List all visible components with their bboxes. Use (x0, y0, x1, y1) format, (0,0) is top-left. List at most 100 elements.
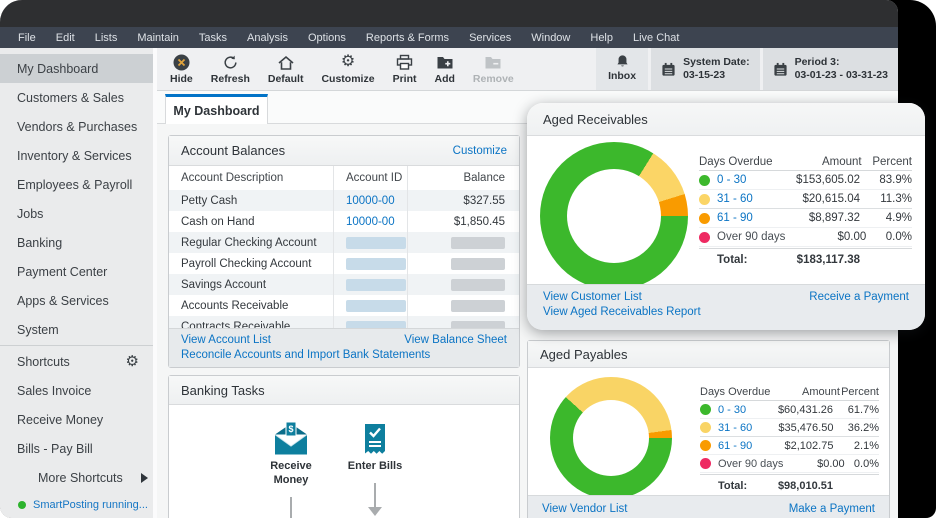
menu-file[interactable]: File (18, 31, 36, 44)
table-row: Accounts Receivable (169, 295, 519, 316)
enter-bills-task[interactable]: Enter Bills (335, 421, 415, 516)
legend-dot (699, 174, 710, 186)
view-balance-sheet-link[interactable]: View Balance Sheet (404, 334, 507, 346)
calendar-icon (773, 62, 788, 77)
table-row: Contracts Receivable (169, 316, 519, 330)
col-account-id: Account ID (333, 166, 407, 190)
more-shortcuts-label: More Shortcuts (38, 470, 123, 485)
period-value: 03-01-23 - 03-31-23 (794, 69, 888, 81)
receive-money-icon: $ (272, 421, 310, 456)
remove-button[interactable]: Remove (464, 48, 523, 90)
legend-dot (699, 231, 710, 243)
legend-dot (700, 404, 711, 415)
menu-options[interactable]: Options (308, 31, 346, 44)
menu-maintain[interactable]: Maintain (137, 31, 179, 44)
more-shortcuts-button[interactable]: More Shortcuts (0, 463, 153, 492)
menu-reports-forms[interactable]: Reports & Forms (365, 31, 450, 44)
receive-a-payment-link[interactable]: Receive a Payment (809, 291, 909, 303)
menu-edit[interactable]: Edit (55, 31, 75, 44)
account-balances-panel: Account Balances Customize Account Descr… (168, 135, 520, 368)
sidebar-item-system[interactable]: System (17, 322, 59, 337)
sidebar-item-apps-services[interactable]: Apps & Services (17, 293, 109, 308)
menu-help[interactable]: Help (590, 31, 613, 44)
aging-bucket-link[interactable]: 0 - 30 (718, 403, 747, 416)
period-button[interactable]: Period 3: 03-01-23 - 03-31-23 (762, 48, 898, 90)
menu-tasks[interactable]: Tasks (198, 31, 228, 44)
panel-title: Aged Receivables (543, 111, 648, 127)
make-a-payment-link[interactable]: Make a Payment (788, 502, 875, 515)
account-id-link[interactable]: 10000-00 (346, 215, 395, 228)
panel-title: Banking Tasks (181, 382, 265, 398)
sidebar-divider (0, 345, 153, 346)
aged-receivables-donut-chart (540, 142, 688, 290)
sidebar-item-banking[interactable]: Banking (17, 235, 63, 250)
aging-bucket-link[interactable]: 0 - 30 (717, 174, 747, 186)
folder-remove-icon (484, 54, 502, 71)
view-vendor-list-link[interactable]: View Vendor List (542, 502, 628, 515)
legend-row: Over 90 days $0.00 0.0% (700, 455, 879, 473)
aging-bucket-link[interactable]: 61 - 90 (717, 212, 753, 224)
table-row: Savings Account (169, 274, 519, 295)
refresh-button[interactable]: Refresh (202, 48, 259, 90)
system-date-value: 03-15-23 (683, 69, 726, 81)
legend-row: 61 - 90 $2,102.75 2.1% (700, 437, 879, 455)
folder-add-icon (436, 54, 454, 71)
sidebar-item-vendors-purchases[interactable]: Vendors & Purchases (17, 119, 138, 134)
toolbar-right: Inbox System Date: 03-15-23 (593, 48, 898, 90)
sidebar-shortcut-bills-pay-bill[interactable]: Bills - Pay Bill (17, 441, 93, 456)
customize-button[interactable]: ⚙ Customize (321, 53, 375, 85)
menu-live-chat[interactable]: Live Chat (633, 31, 680, 44)
legend-row: 31 - 60 $35,476.50 36.2% (700, 419, 879, 437)
tab-my-dashboard[interactable]: My Dashboard (165, 94, 268, 124)
menu-services[interactable]: Services (469, 31, 512, 44)
sidebar-item-my-dashboard[interactable]: My Dashboard (0, 54, 153, 83)
aging-bucket-link[interactable]: 31 - 60 (718, 421, 753, 434)
task-label: Enter Bills (347, 460, 403, 472)
account-id-link[interactable]: 10000-00 (346, 194, 395, 207)
sidebar-item-payment-center[interactable]: Payment Center (17, 264, 108, 279)
hide-icon (173, 54, 190, 71)
menu-analysis[interactable]: Analysis (247, 31, 288, 44)
print-button[interactable]: Print (384, 48, 426, 90)
view-account-list-link[interactable]: View Account List (181, 334, 271, 346)
sidebar-item-employees-payroll[interactable]: Employees & Payroll (17, 177, 133, 192)
add-button[interactable]: Add (425, 48, 463, 90)
aging-bucket-link[interactable]: 61 - 90 (718, 439, 753, 452)
sidebar-item-inventory-services[interactable]: Inventory & Services (17, 148, 132, 163)
reconcile-accounts-link[interactable]: Reconcile Accounts and Import Bank State… (181, 349, 431, 361)
task-label: Receive Money (270, 460, 312, 486)
table-row: Regular Checking Account (169, 232, 519, 253)
view-customer-list-link[interactable]: View Customer List (543, 291, 642, 303)
shortcuts-label: Shortcuts (17, 354, 70, 369)
menu-lists[interactable]: Lists (94, 31, 118, 44)
default-button[interactable]: Default (259, 48, 313, 90)
col-account-description: Account Description (181, 172, 284, 184)
sidebar-shortcuts-header[interactable]: Shortcuts ⚙ (0, 347, 153, 376)
table-row: Petty Cash 10000-00 $327.55 (169, 190, 519, 211)
redacted-value (451, 299, 505, 312)
aging-bucket-link[interactable]: 31 - 60 (717, 193, 753, 205)
menu-bar: File Edit Lists Maintain Tasks Analysis … (0, 27, 898, 48)
system-date-button[interactable]: System Date: 03-15-23 (651, 48, 760, 90)
inbox-button[interactable]: Inbox (596, 48, 649, 90)
redacted-value (346, 320, 406, 330)
sidebar-item-jobs[interactable]: Jobs (17, 206, 44, 221)
gear-icon[interactable]: ⚙ (125, 353, 139, 370)
sidebar-shortcut-sales-invoice[interactable]: Sales Invoice (17, 383, 92, 398)
sidebar-shortcut-receive-money[interactable]: Receive Money (17, 412, 104, 427)
smartposting-status[interactable]: SmartPosting running... (0, 492, 153, 518)
aged-receivables-legend: Days Overdue Amount Percent 0 - 30 $153,… (699, 153, 912, 271)
sidebar-item-customers-sales[interactable]: Customers & Sales (17, 90, 124, 105)
view-aged-receivables-report-link[interactable]: View Aged Receivables Report (543, 306, 701, 318)
banking-tasks-panel: Banking Tasks $ (168, 375, 520, 518)
sidebar: My Dashboard Customers & Sales Vendors &… (0, 48, 153, 518)
receive-money-task[interactable]: $ Receive Money (251, 421, 331, 518)
system-date-label: System Date: (683, 55, 750, 68)
flow-arrow-down-icon (368, 482, 382, 516)
aged-payables-panel: Aged Payables Days Overdue Amount Percen… (527, 340, 890, 518)
chevron-right-icon (140, 472, 148, 483)
hide-button[interactable]: Hide (161, 48, 202, 90)
legend-row: 31 - 60 $20,615.04 11.3% (699, 190, 912, 209)
customize-link[interactable]: Customize (452, 144, 507, 157)
menu-window[interactable]: Window (531, 31, 571, 44)
